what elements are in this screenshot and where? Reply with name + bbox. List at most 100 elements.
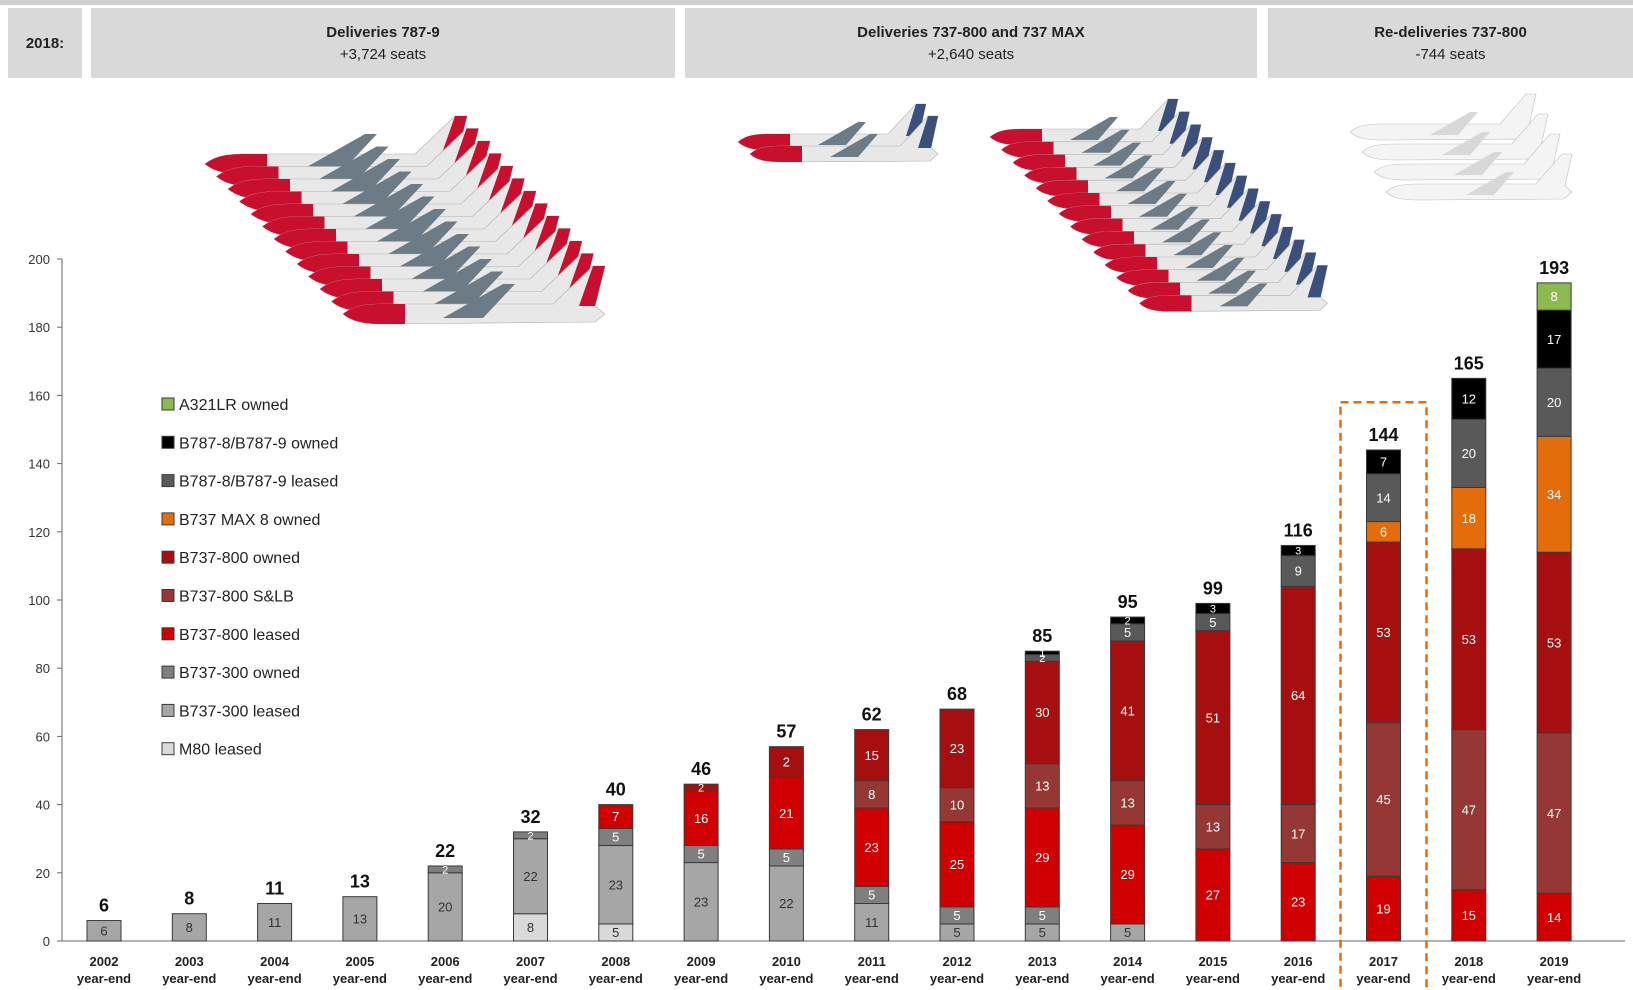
plane-icon [1349, 93, 1537, 141]
bar-segment [1110, 616, 1146, 625]
bar-stack-2005: 13 13 2005 year-end [333, 872, 387, 986]
bar-segment [1536, 367, 1572, 437]
x-tick-label: 2010 [772, 954, 801, 969]
bar-segment-label: 2 [698, 783, 704, 795]
bar-stack-2017: 19 45 53 6 14 7 144 2017 year-end [1356, 425, 1410, 986]
bar-segment-label: 41 [1120, 704, 1134, 719]
legend-item: B737-300 leased [161, 703, 300, 720]
x-tick-label: 2011 [858, 954, 886, 969]
bar-segment-label: 2 [442, 864, 448, 876]
bar-segment-label: 17 [1291, 826, 1305, 841]
legend-swatch [161, 397, 175, 411]
bar-segment-label: 5 [868, 888, 875, 903]
bar-segment [1366, 541, 1401, 724]
legend-item: B787-8/B787-9 leased [161, 474, 338, 491]
legend-label: B787-8/B787-9 leased [179, 474, 338, 491]
bar-segment [1536, 282, 1572, 311]
y-tick-label: 160 [28, 388, 50, 403]
bar-segment [854, 729, 890, 782]
bar-segment [1110, 640, 1146, 782]
legend-label: B737-800 leased [179, 627, 300, 644]
bar-segment-label: 64 [1291, 688, 1305, 703]
y-tick-label: 120 [28, 525, 50, 540]
bar-segment [513, 831, 548, 840]
bar-segment-label: 5 [953, 925, 960, 940]
y-tick-label: 40 [36, 798, 50, 813]
bar-segment [1451, 486, 1487, 550]
bar-segment-label: 14 [1376, 490, 1390, 505]
bar-segment-label: 23 [950, 741, 964, 756]
y-tick-label: 80 [36, 661, 50, 676]
x-tick-label: 2006 [431, 954, 460, 969]
bar-segment-label: 7 [612, 809, 619, 824]
x-tick-label: 2002 [90, 954, 119, 969]
bar-segment [598, 804, 634, 829]
legend-item: B737-800 leased [161, 627, 300, 644]
bar-segment [86, 920, 122, 942]
legend-item: A321LR owned [161, 397, 288, 414]
x-tick-sublabel: year-end [1271, 971, 1325, 986]
bar-segment [598, 845, 634, 925]
b737-max-illustration [737, 103, 939, 163]
bar-segment-label: 5 [612, 925, 619, 940]
bar-segment [854, 807, 890, 887]
bar-segment-label: 8 [868, 787, 875, 802]
bar-segment-label: 20 [1547, 395, 1561, 410]
bar-segment-label: 18 [1462, 511, 1476, 526]
bar-segment-label: 15 [1462, 908, 1476, 923]
bar-segment [1280, 804, 1316, 864]
bar-segment-label: 2 [1125, 615, 1131, 627]
bar-total-label: 46 [691, 759, 711, 779]
bar-segment [1195, 602, 1231, 615]
bar-segment [683, 862, 719, 942]
legend-label: B737-800 owned [179, 550, 300, 567]
legend-label: A321LR owned [179, 397, 288, 414]
bar-segment-label: 22 [523, 869, 537, 884]
bar-segment-label: 2 [783, 755, 790, 770]
bar-segment-label: 29 [1035, 850, 1049, 865]
bar-segment [1024, 660, 1060, 765]
x-tick-label: 2005 [345, 954, 374, 969]
bar-segment-label: 15 [864, 748, 878, 763]
bar-segment-label: 5 [1124, 625, 1131, 640]
bar-segment-label: 34 [1547, 487, 1561, 502]
bar-segment [1280, 544, 1316, 557]
x-tick-label: 2003 [175, 954, 204, 969]
bar-segment [1110, 824, 1146, 925]
bar-segment [257, 902, 293, 942]
bar-total-label: 85 [1032, 626, 1052, 646]
bar-segment [427, 865, 463, 874]
bar-segment-label: 5 [697, 847, 704, 862]
year-label: 2018: [25, 34, 65, 52]
bar-segment-label: 16 [694, 811, 708, 826]
bar-segment [171, 913, 207, 942]
x-tick-sublabel: year-end [1100, 971, 1154, 986]
legend-swatch [161, 589, 175, 602]
bar-total-label: 57 [776, 722, 796, 742]
bar-segment [1280, 585, 1316, 806]
bar-stack-2015: 27 13 51 53 99 2015 year-end [1186, 578, 1240, 986]
bar-segment-label: 5 [783, 850, 790, 865]
bar-segment [939, 708, 975, 789]
bar-stack-2010: 22 5 21 2 57 2010 year-end [759, 722, 813, 986]
bar-stack-2018: 15 47 53 18 20 12 165 2018 year-end [1442, 353, 1496, 986]
x-tick-sublabel: year-end [589, 971, 643, 986]
legend-swatch [161, 627, 175, 641]
b737-800-illustration [989, 98, 1328, 312]
x-tick-sublabel: year-end [77, 971, 131, 986]
bar-stack-2016: 23 17 64 9 3 116 2016 year-end [1271, 520, 1325, 986]
x-tick-sublabel: year-end [247, 971, 301, 986]
bar-stack-2009: 23 5 16 2 46 2009 year-end [674, 759, 728, 986]
bar-segment [1024, 807, 1060, 908]
bar-segment-label: 5 [1039, 908, 1046, 923]
bar-total-label: 68 [947, 684, 967, 704]
bar-segment-label: 45 [1376, 792, 1390, 807]
bar-segment [513, 838, 548, 915]
bar-segment-label: 8 [527, 920, 534, 935]
bar-segment [683, 783, 719, 792]
header-subtitle: +3,724 seats [339, 45, 427, 63]
bar-segment [768, 746, 804, 778]
bar-total-label: 116 [1284, 520, 1313, 540]
y-tick-label: 60 [36, 729, 50, 744]
bar-segment-label: 5 [1124, 925, 1131, 940]
